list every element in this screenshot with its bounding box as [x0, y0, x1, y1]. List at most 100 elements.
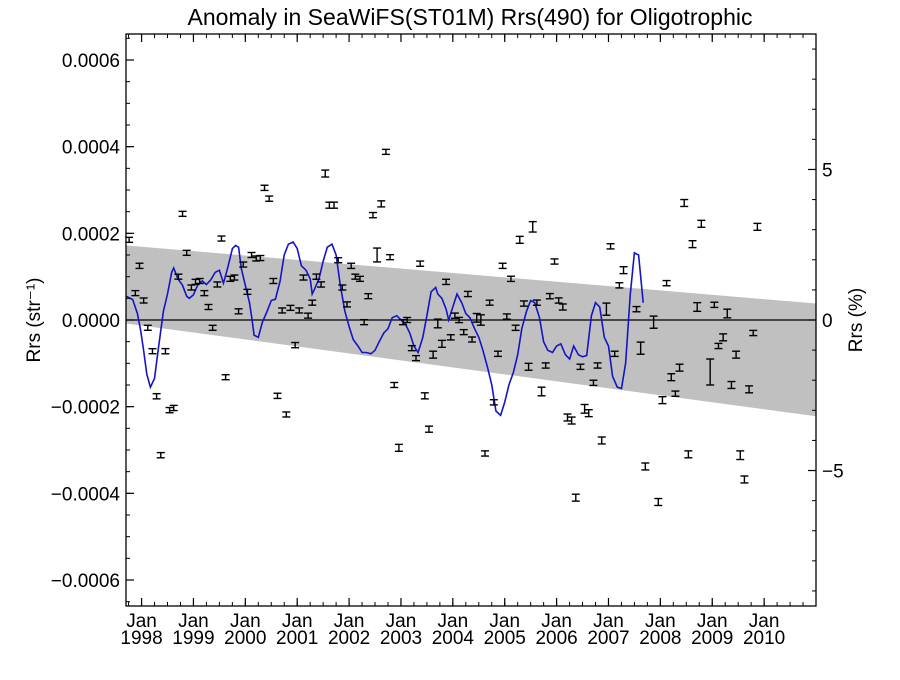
x-axis-ticks: Jan1998Jan1999Jan2000Jan2001Jan2002Jan20…: [120, 34, 817, 649]
anomaly-point: [295, 307, 304, 314]
y-right-tick-label: 5: [822, 160, 833, 181]
anomaly-point: [321, 169, 330, 178]
trend-band: [126, 245, 816, 417]
anomaly-point: [200, 289, 209, 297]
anomaly-point: [593, 362, 602, 369]
chart-title: Anomaly in SeaWiFS(ST01M) Rrs(490) for O…: [188, 4, 753, 30]
anomaly-point: [697, 219, 706, 228]
anomaly-point: [615, 282, 624, 289]
anomaly-point: [412, 354, 421, 362]
anomaly-point: [519, 300, 528, 307]
anomaly-point: [429, 350, 438, 359]
anomaly-point: [732, 350, 741, 359]
x-tick-month: Jan: [282, 611, 313, 632]
anomaly-point: [381, 148, 390, 156]
anomaly-point: [498, 262, 507, 270]
x-tick-month: Jan: [386, 611, 417, 632]
anomaly-point: [481, 450, 490, 457]
anomaly-point: [317, 281, 326, 288]
anomaly-point: [148, 348, 157, 355]
anomaly-point: [165, 406, 174, 414]
anomaly-point: [727, 380, 736, 390]
anomaly-point: [714, 342, 723, 350]
anomaly-point: [420, 392, 429, 400]
anomaly-point: [152, 392, 161, 400]
anomaly-point: [437, 339, 446, 348]
x-tick-year: 1999: [172, 628, 214, 649]
anomaly-point: [394, 443, 403, 452]
anomaly-point: [688, 239, 697, 249]
anomaly-point: [693, 301, 702, 313]
anomaly-point: [355, 275, 364, 283]
anomaly-point: [446, 334, 455, 341]
anomaly-point: [602, 302, 611, 316]
y-axis-left-ticks: 0.0006 0.0004 0.0002 0.0000 −0.0002 −0.0004 −0…: [51, 37, 134, 603]
anomaly-point: [563, 413, 572, 422]
anomaly-point: [217, 235, 226, 242]
anomaly-point: [343, 301, 352, 308]
anomaly-point: [554, 297, 563, 304]
anomaly-point: [649, 315, 658, 329]
y-left-tick-label: 0.0006: [62, 51, 120, 72]
anomaly-point: [450, 312, 459, 319]
anomaly-point: [723, 308, 732, 319]
anomaly-point: [338, 284, 347, 291]
y-left-tick-label: 0.0002: [62, 224, 120, 245]
anomaly-point: [407, 344, 416, 352]
x-tick-year: 2002: [328, 628, 370, 649]
anomaly-point: [195, 277, 204, 285]
anomaly-point: [351, 273, 360, 280]
anomaly-point: [330, 201, 339, 209]
anomaly-point: [213, 281, 222, 288]
anomaly-point: [182, 249, 191, 257]
anomaly-point: [632, 305, 641, 313]
x-tick-month: Jan: [541, 611, 572, 632]
anomaly-point: [347, 262, 356, 270]
anomaly-point: [662, 279, 671, 287]
anomaly-point: [740, 475, 749, 484]
anomaly-point: [282, 411, 291, 418]
x-tick-month: Jan: [230, 611, 261, 632]
anomaly-point: [736, 450, 745, 461]
x-tick-month: Jan: [438, 611, 469, 632]
anomaly-point: [260, 184, 269, 192]
x-tick-month: Jan: [749, 611, 780, 632]
anomaly-point: [567, 416, 576, 425]
x-tick-year: 2006: [535, 628, 577, 649]
anomaly-point: [667, 373, 676, 382]
anomaly-point: [571, 493, 580, 502]
anomaly-point: [334, 257, 343, 264]
anomaly-point: [589, 379, 598, 387]
anomaly-point: [191, 278, 200, 286]
anomaly-point: [745, 385, 754, 394]
anomaly-point: [550, 258, 559, 265]
anomaly-point: [325, 201, 334, 209]
x-tick-year: 2007: [587, 628, 629, 649]
anomaly-point: [537, 386, 546, 397]
anomaly-point: [476, 314, 485, 326]
anomaly-point: [515, 235, 524, 245]
anomaly-point: [208, 324, 217, 331]
anomaly-point: [468, 336, 477, 343]
x-tick-month: Jan: [489, 611, 520, 632]
y-right-tick-label: −5: [822, 462, 844, 483]
x-tick-year: 2008: [639, 628, 681, 649]
anomaly-point: [291, 341, 300, 349]
anomaly-point: [524, 362, 533, 371]
anomaly-point: [239, 261, 248, 268]
anomaly-point: [204, 303, 213, 311]
smoothed-line: [125, 240, 644, 417]
y-left-tick-label: −0.0004: [51, 484, 121, 505]
anomaly-point: [156, 451, 165, 459]
anomaly-point: [706, 358, 715, 386]
y-left-tick-label: 0.0004: [62, 138, 121, 159]
anomaly-point: [243, 288, 252, 296]
x-tick-month: Jan: [645, 611, 676, 632]
anomaly-point: [455, 316, 464, 324]
x-tick-month: Jan: [334, 611, 365, 632]
y-left-tick-label: −0.0006: [51, 571, 120, 592]
anomaly-point: [174, 273, 183, 280]
y-axis-right-label: Rrs (%): [846, 288, 867, 352]
anomaly-point: [377, 200, 386, 208]
